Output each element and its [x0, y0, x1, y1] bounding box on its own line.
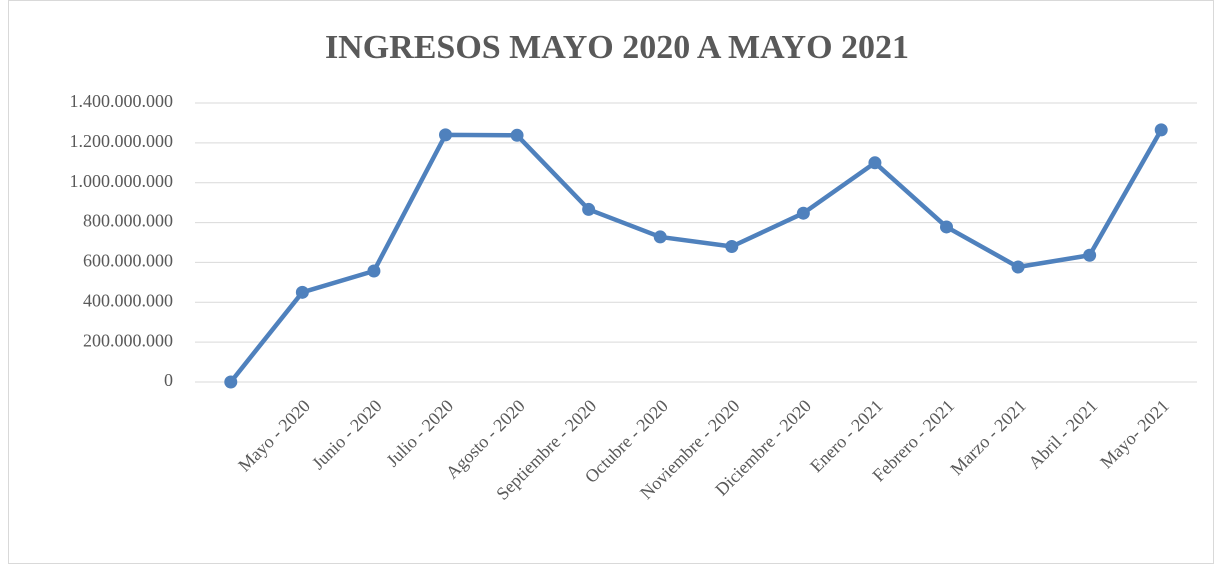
- point: [796, 206, 810, 220]
- y-tick-label: 800.000.000: [83, 211, 173, 231]
- x-tick-label: Marzo - 2021: [946, 396, 1029, 479]
- x-tick-label: Mayo- 2021: [1096, 396, 1173, 473]
- x-tick-label: Mayo - 2020: [234, 396, 314, 476]
- y-tick-label: 1.400.000.000: [70, 91, 174, 111]
- y-tick-label: 400.000.000: [83, 290, 173, 310]
- chart-border: [8, 0, 1214, 564]
- point: [582, 202, 596, 216]
- point: [868, 156, 882, 170]
- point: [653, 230, 667, 244]
- y-tick-label: 0: [164, 370, 173, 390]
- x-tick-label: Junio - 2020: [308, 396, 386, 474]
- x-tick-label: Abril - 2021: [1024, 396, 1101, 473]
- y-tick-label: 1.200.000.000: [70, 131, 174, 151]
- y-tick-label: 600.000.000: [83, 251, 173, 271]
- point: [1011, 260, 1025, 274]
- point: [295, 285, 309, 299]
- point: [439, 128, 452, 142]
- point: [510, 128, 524, 142]
- point: [1083, 248, 1097, 262]
- point: [940, 220, 953, 234]
- y-tick-label: 200.000.000: [83, 330, 173, 350]
- point: [725, 239, 739, 253]
- point: [1154, 123, 1168, 137]
- point: [367, 264, 381, 278]
- y-tick-label: 1.000.000.000: [70, 171, 174, 191]
- point: [224, 375, 238, 389]
- line: [229, 128, 1164, 384]
- chart-title: INGRESOS MAYO 2020 A MAYO 2021: [325, 29, 909, 66]
- x-tick-label: Julio - 2020: [382, 396, 457, 471]
